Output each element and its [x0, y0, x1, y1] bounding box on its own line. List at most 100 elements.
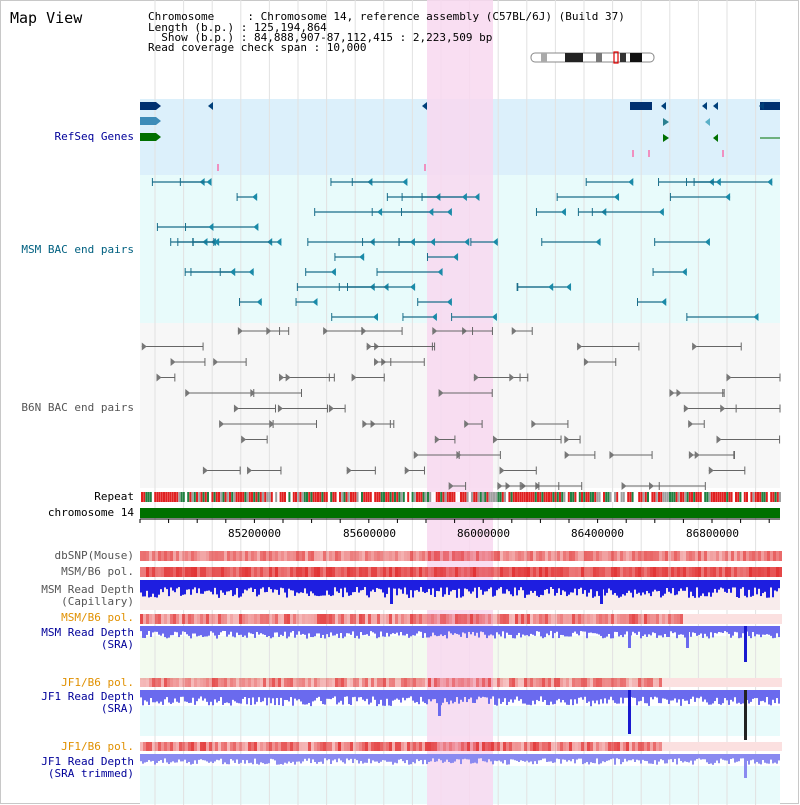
heat-cell: [671, 551, 674, 561]
heat-cell: [755, 567, 758, 577]
heat-cell: [638, 742, 641, 751]
heat-cell: [167, 551, 170, 561]
label-msm-bac[interactable]: MSM BAC end pairs: [21, 243, 134, 256]
depth-bar: [382, 754, 384, 761]
repeat-mark: [552, 492, 555, 502]
heat-cell: [755, 551, 758, 561]
depth-bar: [154, 690, 156, 703]
heatmap-tracks[interactable]: [140, 551, 782, 751]
selected-region-highlight[interactable]: [427, 0, 493, 805]
label-msm-depth-sra[interactable]: MSM Read Depth: [41, 626, 134, 639]
depth-bar: [516, 580, 518, 596]
label-b6n-bac[interactable]: B6N BAC end pairs: [21, 401, 134, 414]
depth-bar: [412, 580, 414, 598]
depth-bar: [480, 690, 482, 698]
heat-cell: [749, 614, 752, 624]
heat-cell: [356, 742, 359, 751]
heat-cell: [236, 567, 239, 577]
label-msm-b6-pol-2[interactable]: MSM/B6 pol.: [61, 611, 134, 624]
depth-bar: [620, 626, 622, 636]
repeat-mark: [693, 492, 696, 502]
refseq-genes-track[interactable]: [140, 102, 780, 171]
depth-bar: [760, 690, 762, 702]
label-refseq-genes[interactable]: RefSeq Genes: [54, 130, 134, 143]
repeat-track[interactable]: [141, 492, 781, 502]
depth-bar: [160, 626, 162, 636]
label-msm-depth-capillary[interactable]: MSM Read Depth: [41, 583, 134, 596]
label-msm-b6-pol-1[interactable]: MSM/B6 pol.: [61, 565, 134, 578]
depth-bar: [556, 580, 558, 593]
heat-cell: [236, 678, 239, 687]
depth-tracks[interactable]: [140, 580, 780, 778]
repeat-mark: [253, 492, 256, 502]
label-jf1-b6-pol-1[interactable]: JF1/B6 pol.: [61, 676, 134, 689]
heat-cell: [329, 567, 332, 577]
depth-bar: [246, 754, 248, 761]
heat-cell: [215, 678, 218, 687]
repeat-mark: [680, 492, 682, 502]
repeat-mark: [541, 492, 544, 502]
depth-bar: [546, 690, 548, 705]
chromosome-bar[interactable]: [140, 508, 780, 518]
label-repeat[interactable]: Repeat: [94, 490, 134, 503]
label-jf1-depth-trimmed-sub: (SRA trimmed): [47, 767, 134, 780]
heat-cell: [296, 567, 299, 577]
depth-bar: [454, 754, 456, 762]
gene-block: [630, 102, 652, 110]
depth-bar: [504, 754, 506, 761]
repeat-mark: [495, 492, 498, 502]
depth-bar: [300, 690, 302, 702]
b6n-bac-track[interactable]: [141, 327, 781, 490]
depth-bar: [238, 754, 240, 764]
heat-cell: [404, 742, 407, 751]
depth-bar: [682, 690, 684, 700]
heat-cell: [296, 678, 299, 687]
heat-cell: [239, 614, 242, 624]
chromosome-ideogram[interactable]: [530, 51, 655, 64]
depth-bar: [250, 754, 252, 763]
label-jf1-depth-trimmed[interactable]: JF1 Read Depth: [41, 755, 134, 768]
heat-cell: [503, 678, 506, 687]
heat-cell: [593, 742, 596, 751]
heat-cell: [287, 567, 290, 577]
repeat-mark: [290, 492, 293, 502]
depth-bar: [156, 690, 158, 702]
repeat-mark: [512, 492, 515, 502]
depth-bar: [436, 754, 438, 762]
info-chromosome: Chromosome : Chromosome 14, reference as…: [148, 10, 625, 23]
depth-bar: [606, 580, 608, 593]
heat-cell: [593, 614, 596, 624]
label-jf1-b6-pol-2[interactable]: JF1/B6 pol.: [61, 740, 134, 753]
depth-bar: [370, 690, 372, 703]
repeat-mark: [152, 492, 154, 502]
depth-bar: [358, 754, 360, 764]
repeat-mark: [409, 492, 412, 502]
heat-cell: [458, 567, 461, 577]
heat-cell: [668, 567, 671, 577]
depth-bar: [434, 580, 436, 597]
bac-end-arrow: [753, 313, 759, 321]
heat-cell: [689, 678, 692, 687]
msm-bac-track[interactable]: [151, 178, 773, 321]
depth-bar: [742, 580, 744, 588]
depth-bar: [292, 626, 294, 632]
depth-bar: [518, 754, 520, 763]
depth-bar: [356, 690, 358, 702]
label-jf1-depth-sra[interactable]: JF1 Read Depth: [41, 690, 134, 703]
heat-cell: [728, 551, 731, 561]
gene-arrow: [156, 102, 161, 110]
heat-cell: [644, 678, 647, 687]
heat-cell: [500, 614, 503, 624]
heat-cell: [182, 614, 185, 624]
depth-bar: [212, 580, 214, 595]
depth-bar: [398, 580, 400, 589]
heat-cell: [680, 742, 683, 751]
heat-cell: [374, 742, 377, 751]
label-dbsnp[interactable]: dbSNP(Mouse): [54, 549, 134, 562]
depth-bar: [254, 626, 256, 638]
heat-cell: [755, 614, 758, 624]
depth-bar: [384, 626, 386, 637]
heat-cell: [206, 614, 209, 624]
heat-cell: [386, 551, 389, 561]
